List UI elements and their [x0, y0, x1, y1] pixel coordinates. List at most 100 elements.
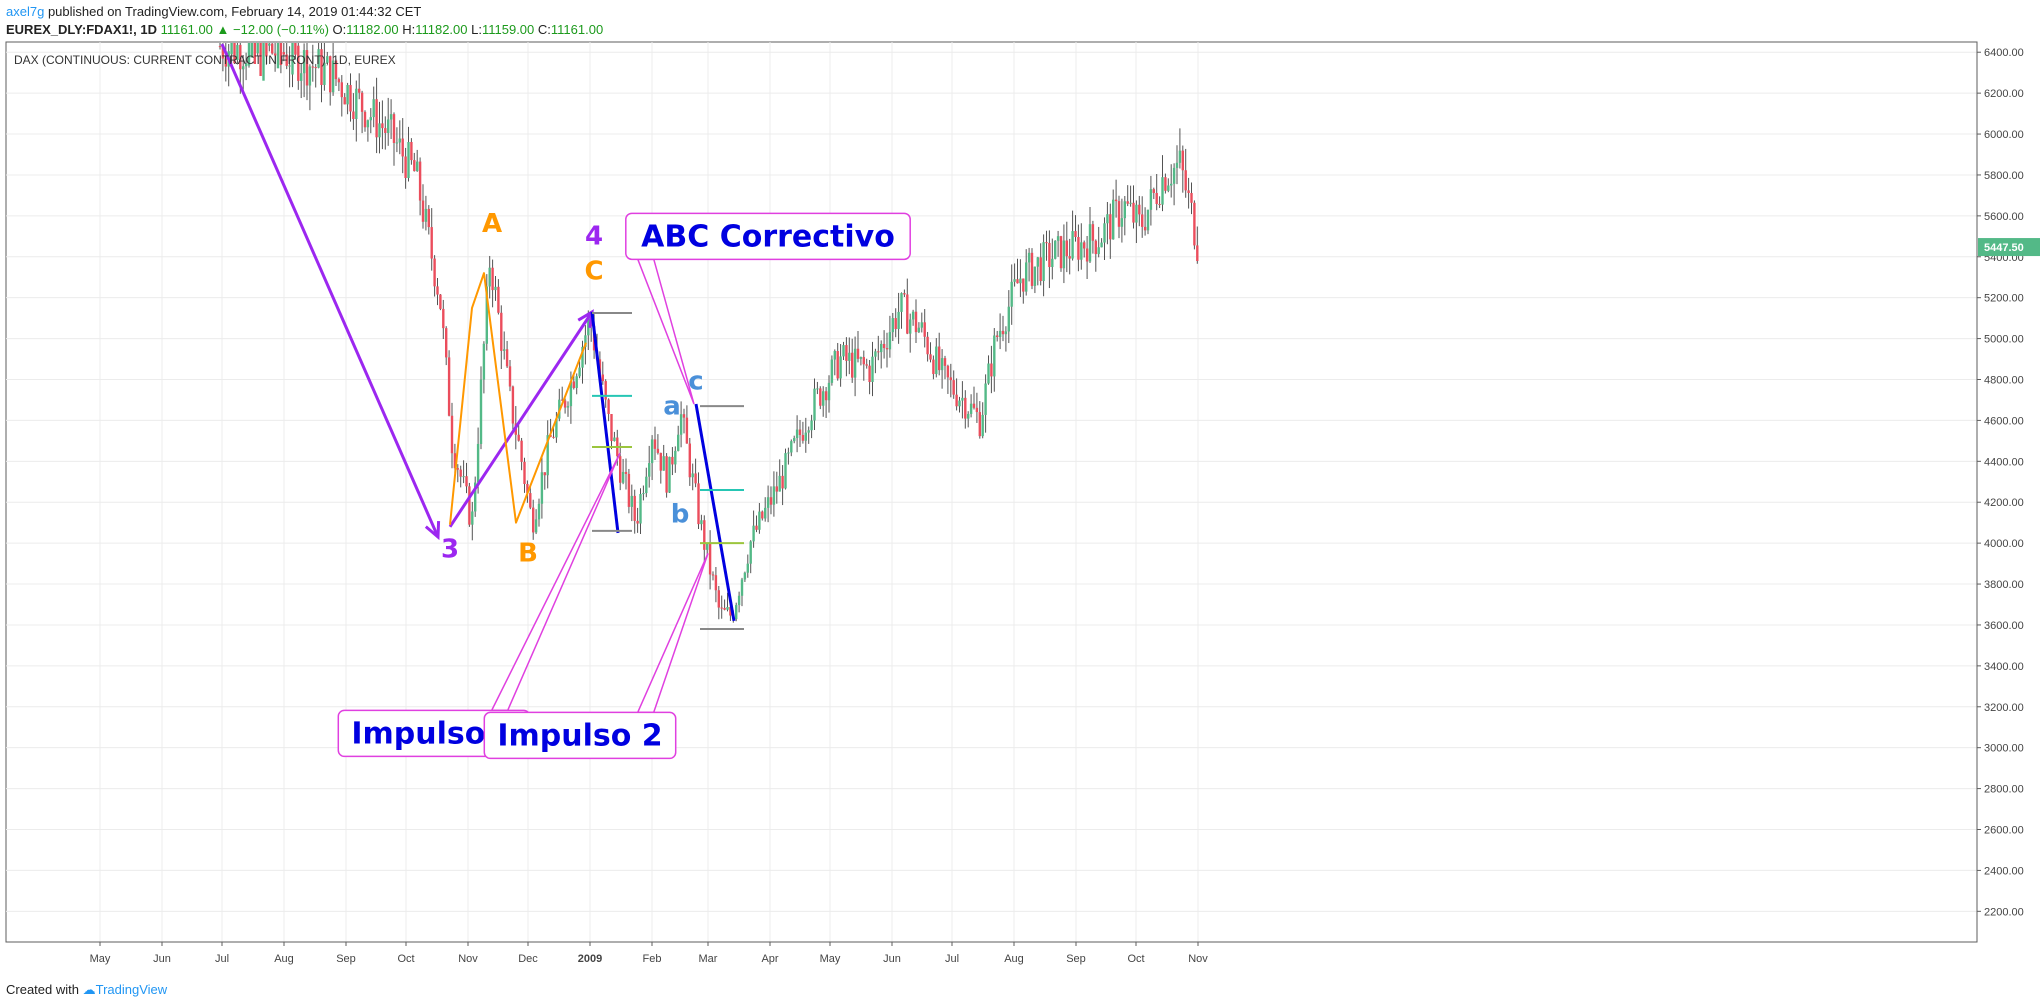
candle-down [723, 608, 726, 610]
candle-down [720, 607, 723, 609]
high-value: 11182.00 [415, 22, 468, 37]
candle-up [230, 43, 233, 55]
candle-up [485, 286, 488, 344]
candle-down [819, 388, 822, 406]
candle-up [706, 542, 709, 550]
publish-info: axel7g published on TradingView.com, Feb… [6, 4, 421, 19]
candle-down [511, 386, 515, 424]
candle-up [859, 357, 863, 359]
candle-up [639, 493, 642, 524]
time-axis[interactable]: May Jun Jul Aug Sep Oct Nov Dec 2009 Feb Mar Apr May… [6, 941, 1977, 965]
plot-frame [5, 41, 1978, 943]
candle-down [233, 43, 236, 64]
candle-up [540, 472, 544, 504]
wave-3-arrow-head [424, 520, 441, 541]
candle-up [308, 66, 312, 86]
candle-down [865, 364, 868, 366]
candle-down [955, 394, 958, 407]
open-value: 11182.00 [346, 22, 399, 37]
candle-down [392, 114, 396, 143]
author-link[interactable]: axel7g [6, 4, 45, 19]
tradingview-logo-icon[interactable]: ☁ [82, 982, 96, 997]
candle-up [668, 456, 671, 493]
candle-up [555, 418, 558, 438]
candle-up [839, 356, 842, 379]
candle-down [1039, 257, 1042, 282]
candle-up [700, 520, 703, 525]
candle-up [691, 473, 694, 478]
candle-up [920, 322, 923, 328]
candle-up [961, 397, 964, 401]
candle-down [1126, 201, 1129, 204]
candle-up [662, 456, 665, 471]
candle-down [520, 440, 523, 462]
open-label: O: [332, 22, 347, 37]
candle-up [648, 463, 651, 477]
candle-up [650, 439, 654, 464]
candle-down [337, 79, 341, 83]
candle-up [244, 63, 248, 67]
candle-down [1152, 189, 1155, 193]
candle-up [424, 208, 428, 222]
candle-down [271, 43, 274, 54]
candle-down [1114, 199, 1118, 202]
candle-down [903, 293, 906, 295]
tradingview-link[interactable]: TradingView [95, 982, 168, 997]
candle-up [984, 383, 987, 415]
candle-down [943, 358, 947, 366]
time-tick-label: Sep [336, 953, 356, 965]
candle-down [329, 56, 332, 93]
time-tick-label: Jul [215, 953, 229, 965]
candle-up [871, 356, 874, 382]
candle-up [778, 475, 781, 492]
candle-up [366, 120, 370, 128]
candle-up [569, 381, 573, 407]
candle-up [1033, 266, 1037, 286]
candle-up [735, 605, 738, 620]
candle-up [679, 414, 683, 435]
candle-down [543, 472, 546, 476]
candle-down [358, 88, 361, 93]
candle-up [1013, 279, 1016, 282]
candle-down [375, 99, 378, 138]
time-tick-label: Nov [458, 953, 478, 965]
candle-up [389, 114, 393, 120]
candle-up [642, 493, 645, 495]
candle-down [297, 45, 300, 81]
candle-down [1016, 279, 1019, 284]
time-tick-label: Aug [274, 953, 294, 965]
candle-down [653, 439, 657, 449]
candle-down [384, 128, 387, 133]
price-tick-label: 4000.00 [1984, 538, 2024, 550]
candle-up [242, 66, 245, 70]
price-axis[interactable]: 2200.00 2400.00 2600.00 2800.00 3000.00 3200.… [1976, 42, 2040, 942]
candle-up [897, 311, 900, 330]
candle-down [624, 471, 628, 474]
candle-down [413, 160, 416, 172]
candle-up [1146, 209, 1150, 231]
created-with-text: Created with [6, 982, 79, 997]
candle-down [517, 434, 520, 441]
callout-label: Impulso 2 [497, 718, 662, 753]
candle-down [717, 590, 720, 608]
candle-down [708, 542, 712, 575]
candle-up [1019, 278, 1022, 284]
wave-label-A: A [482, 209, 502, 239]
time-tick-label: Aug [1004, 953, 1024, 965]
impulse-2-line [694, 403, 736, 622]
candle-up [471, 511, 474, 525]
candle-down [685, 417, 689, 444]
candle-up [1027, 252, 1031, 263]
candle-up [1129, 202, 1132, 204]
candle-up [398, 138, 401, 143]
candle-up [566, 406, 570, 408]
candle-up [746, 563, 749, 573]
candle-down [845, 345, 848, 361]
candle-up [474, 482, 477, 512]
candle-down [505, 349, 509, 367]
candle-up [537, 503, 541, 520]
candle-down [1068, 256, 1071, 259]
candle-down [926, 336, 929, 355]
candle-up [880, 343, 883, 353]
